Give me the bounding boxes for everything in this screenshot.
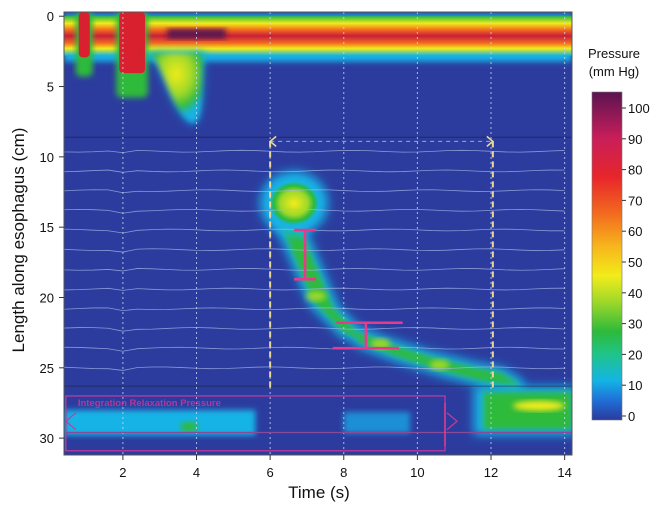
isobar-line-9: [64, 307, 565, 312]
irp-label: Integration Relaxation Pressure: [78, 398, 221, 409]
y-tick-label: 20: [40, 290, 54, 305]
x-tick-label: 8: [340, 465, 347, 480]
x-tick-label: 4: [193, 465, 200, 480]
x-tick-label: 10: [410, 465, 424, 480]
colorbar-tick-label: 30: [628, 317, 642, 332]
y-tick-label: 15: [40, 220, 54, 235]
isobar-line-1: [64, 149, 565, 154]
isobar-line-7: [64, 268, 565, 272]
lower-sphincter-band: [483, 392, 572, 430]
colorbar-scale: [591, 91, 623, 421]
contraction-top-arrow-left: [268, 135, 277, 147]
x-tick-label: 6: [267, 465, 274, 480]
peristaltic-wave: [278, 215, 519, 388]
colorbar-ticks: 0 10 20 30 40 50 60 70 80 90 100: [622, 101, 650, 424]
lower-sphincter-spot: [180, 421, 199, 432]
colorbar-tick-label: 40: [628, 286, 642, 301]
x-tick-label: 14: [557, 465, 571, 480]
heatmap-regions: [64, 12, 572, 436]
wave-hot-segment-1: [306, 291, 327, 302]
heatmap-plot-area: Integration Relaxation Pressure: [64, 12, 572, 455]
y-tick-label: 10: [40, 150, 54, 165]
plot-frame: [63, 11, 573, 456]
lower-sphincter-peak: [512, 400, 565, 411]
y-tick-label: 0: [47, 9, 54, 24]
x-tick-label: 2: [119, 465, 126, 480]
irp-left-arrow: [64, 412, 77, 431]
swallow-stroke-2: [119, 12, 145, 74]
annotation-overlays: Integration Relaxation Pressure: [64, 135, 572, 452]
upper-sphincter-band: [64, 16, 572, 56]
isobar-line-2: [64, 169, 565, 173]
y-tick-label: 25: [40, 361, 54, 376]
x-tick-label: 12: [484, 465, 498, 480]
y-tick-label: 5: [47, 80, 54, 95]
colorbar-tick-label: 0: [628, 409, 635, 424]
colorbar-tick-label: 20: [628, 347, 642, 362]
lower-sphincter-left-band: [64, 409, 256, 436]
colorbar-tick-label: 60: [628, 224, 642, 239]
isobar-line-12: [64, 366, 565, 371]
proximal-contraction: [269, 181, 320, 226]
isobar-line-6: [64, 248, 565, 253]
wave-hot-segment-2: [370, 338, 391, 349]
colorbar-title: Pressure: [588, 46, 640, 61]
isobar-line-3: [64, 189, 565, 194]
pharyngeal-tail: [148, 52, 204, 124]
contraction-top-arrow-right: [486, 135, 495, 147]
colorbar-tick-label: 90: [628, 132, 642, 147]
colorbar-unit: (mm Hg): [589, 64, 640, 79]
isobar-line-4: [64, 208, 565, 214]
colorbar: Pressure (mm Hg) 0 10 20 30 40 50 60 70 80 90 100: [588, 46, 650, 424]
colorbar-tick-label: 70: [628, 193, 642, 208]
x-axis-label: Time (s): [288, 483, 350, 502]
colorbar-tick-label: 10: [628, 378, 642, 393]
colorbar-tick-label: 50: [628, 255, 642, 270]
colorbar-tick-label: 80: [628, 163, 642, 178]
y-axis-label: Length along esophagus (cm): [9, 128, 28, 353]
swallow-stroke-1: [78, 12, 90, 58]
irp-right-arrow: [446, 412, 458, 431]
isobar-line-11: [64, 346, 565, 352]
wave-hot-segment-3: [429, 359, 450, 370]
isobar-lines: [64, 136, 572, 387]
y-axis: 0 5 10 15 20 25 30: [40, 9, 64, 446]
y-tick-label: 30: [40, 431, 54, 446]
x-axis: 2 4 6 8 10 12 14: [119, 455, 572, 480]
colorbar-tick-label: 100: [628, 101, 650, 116]
lower-sphincter-mid-band: [343, 411, 411, 434]
isobar-line-8: [64, 287, 565, 291]
isobar-line-10: [64, 327, 565, 332]
